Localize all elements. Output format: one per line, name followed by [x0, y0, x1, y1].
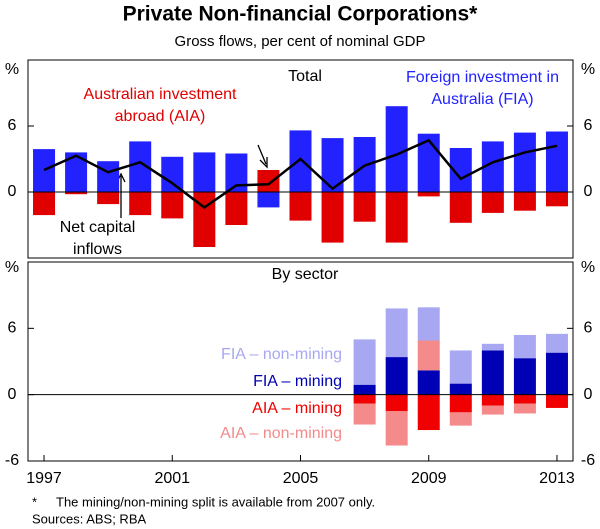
x-tick-label: 2013: [539, 470, 575, 487]
bar-segment: [449, 394, 472, 413]
bar-segment: [385, 411, 408, 446]
legend-label: AIA – non-mining: [220, 425, 342, 442]
bar-segment: [481, 343, 504, 351]
arrow: [257, 144, 267, 165]
y-tick-label: 6: [584, 117, 593, 134]
bar-segment: [513, 394, 536, 404]
title: Private Non-financial Corporations*: [123, 3, 479, 26]
y-tick-label: -6: [5, 452, 19, 469]
bar-segment: [545, 333, 568, 353]
bar-segment: [545, 394, 568, 408]
bar: [97, 192, 120, 205]
y-tick-label: 0: [584, 386, 593, 403]
y-tick-label: 0: [584, 183, 593, 200]
bar-segment: [481, 394, 504, 406]
bar: [193, 152, 216, 192]
unit-label: %: [5, 259, 19, 276]
bar: [193, 192, 216, 247]
bar: [225, 192, 248, 225]
legend-label: FIA – non-mining: [221, 346, 342, 363]
bar: [449, 192, 472, 223]
bar: [353, 192, 376, 222]
bar: [417, 192, 440, 197]
bar: [321, 138, 344, 192]
bar-segment: [353, 384, 376, 395]
sources: Sources: ABS; RBA: [32, 511, 146, 526]
x-tick-label: 2001: [154, 470, 190, 487]
unit-label: %: [5, 61, 19, 78]
bar: [481, 192, 504, 213]
bar-segment: [385, 308, 408, 358]
legend-label: AIA – mining: [252, 400, 342, 417]
panel-title: By sector: [272, 266, 339, 283]
series-label: Net capital inflows: [59, 219, 136, 258]
bar: [385, 192, 408, 243]
series-label: Foreign investment in Australia (FIA): [406, 69, 559, 108]
bar: [449, 148, 472, 192]
bar: [129, 192, 152, 216]
panel-frame: [27, 261, 574, 462]
bar: [513, 132, 536, 192]
bar-segment: [481, 350, 504, 395]
panel-title: Total: [288, 68, 322, 85]
bar: [65, 192, 88, 195]
bar: [161, 192, 184, 219]
bar: [257, 192, 280, 208]
bar-segment: [385, 394, 408, 412]
bar-segment: [353, 394, 376, 404]
bar-segment: [417, 370, 440, 395]
bar: [321, 192, 344, 243]
bar: [545, 192, 568, 207]
y-tick-label: -6: [581, 452, 595, 469]
x-tick-label: 2005: [283, 470, 319, 487]
x-tick-label: 1997: [26, 470, 62, 487]
arrow-head: [259, 157, 268, 169]
y-tick-label: 6: [584, 320, 593, 337]
bar: [289, 192, 312, 221]
bar-segment: [513, 403, 536, 414]
series-label: Australian investment abroad (AIA): [83, 86, 237, 125]
bar: [545, 131, 568, 192]
bar: [161, 156, 184, 192]
bar: [129, 141, 152, 192]
subtitle: Gross flows, per cent of nominal GDP: [175, 33, 426, 50]
y-tick-label: 0: [8, 183, 17, 200]
bar-segment: [353, 339, 376, 385]
x-tick-label: 2009: [411, 470, 447, 487]
bar-segment: [385, 357, 408, 395]
bar-segment: [417, 307, 440, 341]
bar: [225, 153, 248, 192]
bar-segment: [513, 334, 536, 359]
panel-frame: [27, 59, 574, 259]
bar-segment: [353, 403, 376, 425]
bar: [257, 170, 280, 192]
bar: [97, 161, 120, 192]
footnote-mark: *: [32, 494, 37, 509]
bar: [33, 192, 56, 216]
unit-label: %: [581, 259, 595, 276]
bar: [513, 192, 536, 211]
y-tick-label: 6: [8, 117, 17, 134]
y-tick-label: 0: [8, 386, 17, 403]
bar-segment: [449, 383, 472, 395]
bar: [481, 141, 504, 192]
unit-label: %: [581, 61, 595, 78]
bar-segment: [513, 358, 536, 395]
bar-segment: [417, 340, 440, 371]
bar-segment: [449, 412, 472, 426]
bar-segment: [481, 405, 504, 415]
bar: [289, 130, 312, 192]
bar: [65, 152, 88, 192]
legend-label: FIA – mining: [253, 373, 342, 390]
bar-segment: [449, 350, 472, 384]
bar-segment: [417, 394, 440, 431]
line: [43, 138, 558, 209]
y-tick-label: 6: [8, 320, 17, 337]
bar-segment: [545, 352, 568, 395]
bar: [33, 149, 56, 192]
bar: [385, 106, 408, 192]
footnote: The mining/non-mining split is available…: [56, 494, 375, 509]
